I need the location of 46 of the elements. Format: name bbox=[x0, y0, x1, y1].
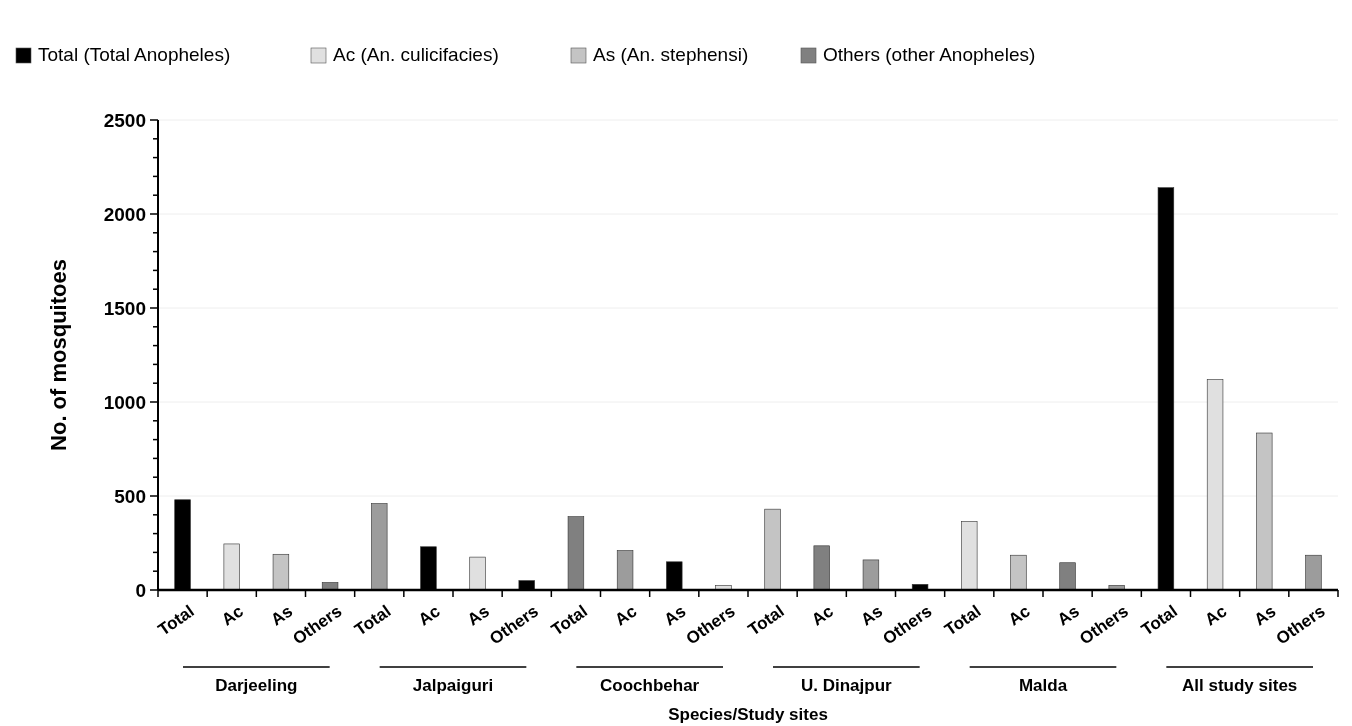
text: Jalpaiguri bbox=[412, 676, 494, 695]
bar bbox=[272, 553, 290, 591]
bar bbox=[223, 543, 240, 591]
y-tick-label: 500 bbox=[114, 485, 146, 507]
bar bbox=[371, 503, 388, 591]
x-tick-label: As bbox=[464, 601, 493, 630]
x-tick-label: Ac bbox=[218, 601, 247, 630]
bar bbox=[961, 521, 978, 591]
y-tick-label: 2000 bbox=[103, 203, 146, 225]
bar bbox=[567, 516, 585, 591]
x-tick-label: Ac bbox=[1201, 601, 1231, 630]
bar bbox=[862, 559, 880, 591]
bar bbox=[1206, 379, 1224, 591]
x-tick-label: Ac bbox=[808, 601, 837, 630]
bar bbox=[1010, 554, 1027, 591]
y-tick-label: 1500 bbox=[103, 297, 146, 319]
text: U. Dinajpur bbox=[801, 676, 893, 695]
text: All study sites bbox=[1182, 676, 1298, 695]
bar bbox=[813, 545, 830, 591]
text: Coochbehar bbox=[600, 676, 700, 695]
x-tick-label: Ac bbox=[414, 601, 444, 630]
bar bbox=[616, 550, 634, 591]
x-tick-label: As bbox=[267, 601, 297, 630]
x-tick-label: Ac bbox=[1004, 601, 1034, 630]
bar bbox=[1256, 432, 1273, 591]
bar bbox=[321, 582, 339, 591]
y-tick-label: 0 bbox=[135, 579, 146, 601]
legend-label: As (An. stephensi) bbox=[593, 44, 749, 65]
y-tick-label: 2500 bbox=[103, 109, 146, 131]
text: Darjeeling bbox=[215, 676, 298, 695]
bar bbox=[469, 556, 486, 591]
x-tick-label: As bbox=[857, 601, 887, 630]
x-tick-label: As bbox=[1054, 601, 1083, 630]
legend-label: Total (Total Anopheles) bbox=[38, 44, 231, 65]
text: Malda bbox=[1018, 676, 1068, 695]
x-tick-label: As bbox=[1250, 601, 1280, 630]
legend-label: Others (other Anopheles) bbox=[823, 44, 1036, 65]
x-tick-label: As bbox=[660, 601, 690, 630]
bar bbox=[764, 508, 781, 591]
bar bbox=[1305, 554, 1322, 591]
bar bbox=[1059, 562, 1076, 591]
x-tick-label: Ac bbox=[611, 601, 641, 630]
y-axis-title: No. of mosquitoes bbox=[46, 259, 71, 451]
y-tick-label: 1000 bbox=[103, 391, 146, 413]
legend-label: Ac (An. culicifacies) bbox=[333, 44, 499, 65]
x-axis-title: Species/Study sites bbox=[668, 705, 828, 724]
